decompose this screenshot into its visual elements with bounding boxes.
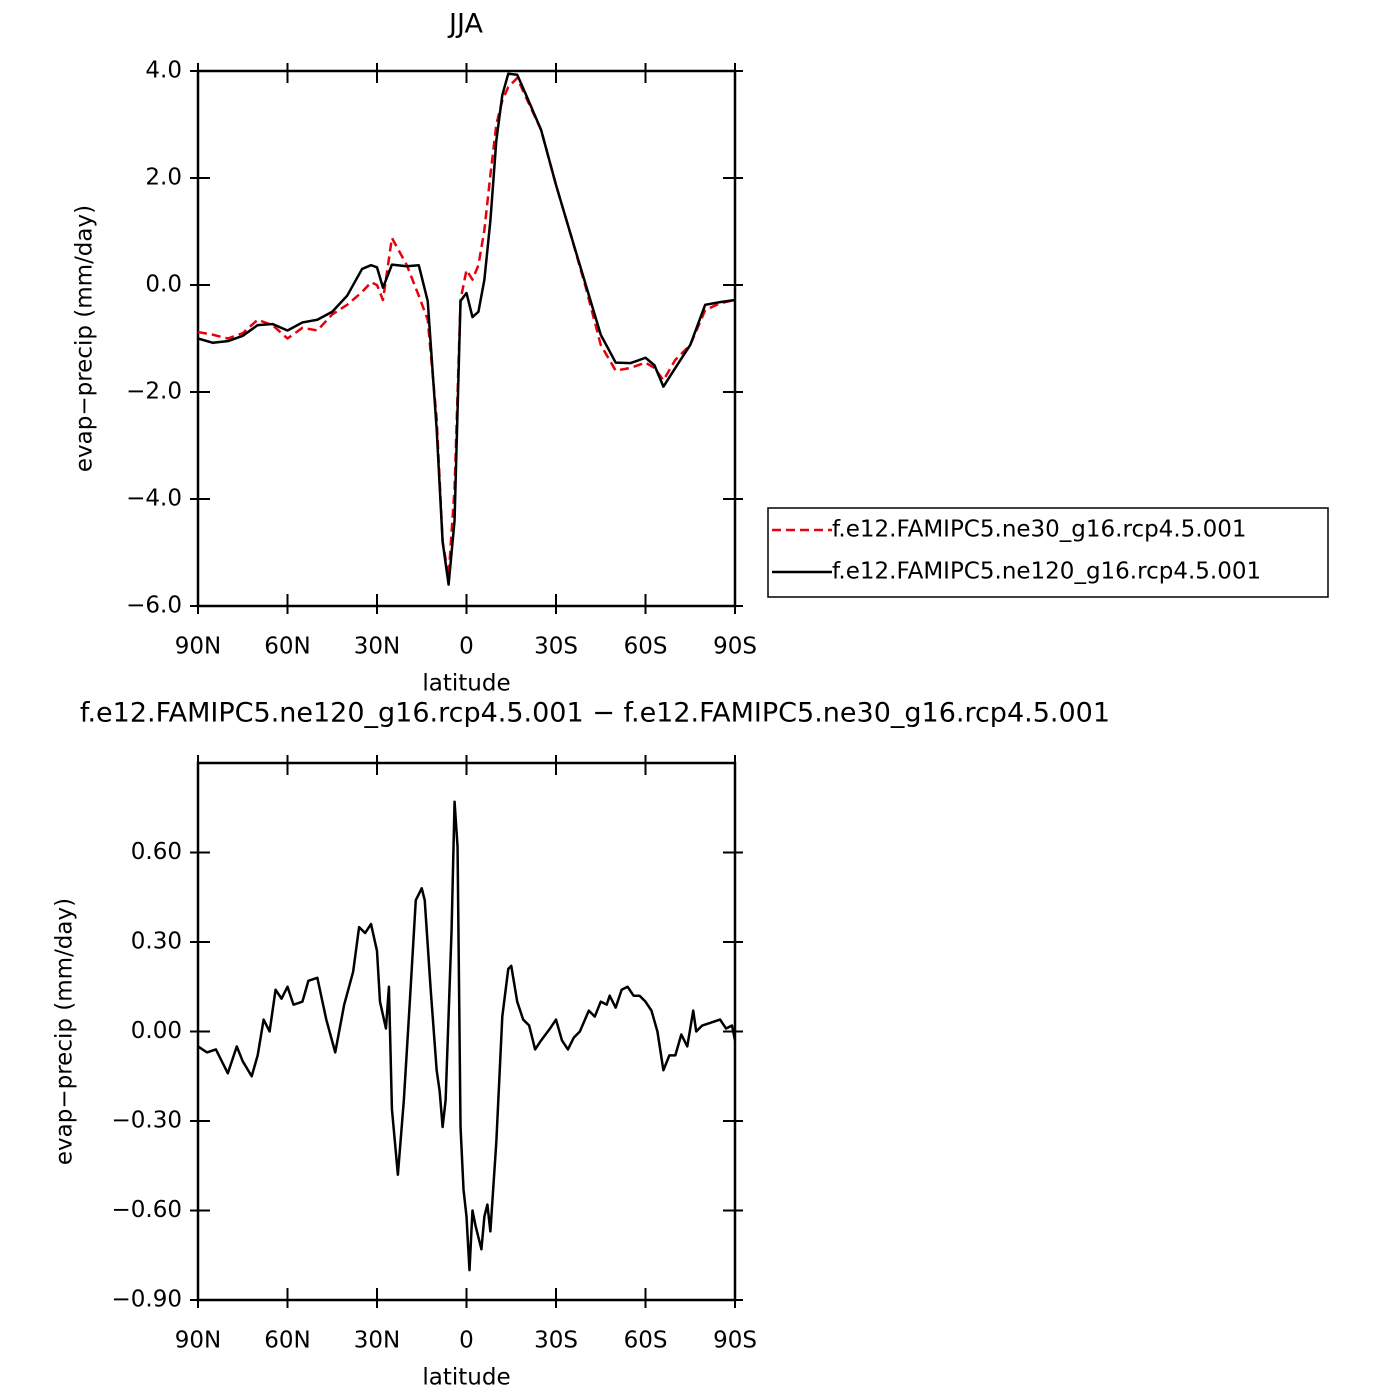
data-line (197, 72, 736, 586)
x-tick-label: 30S (534, 634, 578, 660)
y-tick-label: 4.0 (145, 58, 182, 84)
x-tick-label: 30N (354, 1328, 400, 1354)
y-tick-label: −6.0 (126, 593, 182, 619)
x-tick-label: 60N (264, 1328, 310, 1354)
x-tick-label: 30N (354, 634, 400, 660)
plot-frame (196, 761, 737, 1302)
plot-frame (196, 69, 737, 608)
x-tick-label: 60S (624, 634, 668, 660)
y-tick-label: 2.0 (145, 165, 182, 191)
y-tick-label: −4.0 (126, 486, 182, 512)
x-tick-label: 90S (713, 634, 757, 660)
x-axis-label: latitude (422, 1365, 510, 1391)
y-axis-label: evap−precip (mm/day) (52, 898, 78, 1165)
legend-box (767, 507, 1329, 598)
x-tick-label: 90N (175, 634, 221, 660)
y-tick-label: 0.00 (131, 1018, 182, 1044)
y-axis-label: evap−precip (mm/day) (72, 205, 98, 472)
y-tick-label: −0.90 (112, 1287, 182, 1313)
x-tick-label: 60S (624, 1328, 668, 1354)
x-tick-label: 90N (175, 1328, 221, 1354)
y-tick-label: −2.0 (126, 379, 182, 405)
y-tick-label: 0.60 (131, 839, 182, 865)
x-tick-label: 90S (713, 1328, 757, 1354)
x-tick-label: 0 (459, 634, 474, 660)
y-tick-label: −0.30 (112, 1108, 182, 1134)
legend-label: f.e12.FAMIPC5.ne120_g16.rcp4.5.001 (832, 559, 1261, 585)
y-tick-label: 0.30 (131, 929, 182, 955)
x-tick-label: 30S (534, 1328, 578, 1354)
y-tick-label: 0.0 (145, 272, 182, 298)
legend-label: f.e12.FAMIPC5.ne30_g16.rcp4.5.001 (832, 517, 1246, 543)
x-tick-label: 0 (459, 1328, 474, 1354)
x-axis-label: latitude (422, 671, 510, 697)
y-tick-label: −0.60 (112, 1197, 182, 1223)
data-line (197, 800, 737, 1272)
x-tick-label: 60N (264, 634, 310, 660)
chart-title: f.e12.FAMIPC5.ne120_g16.rcp4.5.001 − f.e… (80, 698, 1110, 729)
chart-title: JJA (447, 9, 483, 40)
